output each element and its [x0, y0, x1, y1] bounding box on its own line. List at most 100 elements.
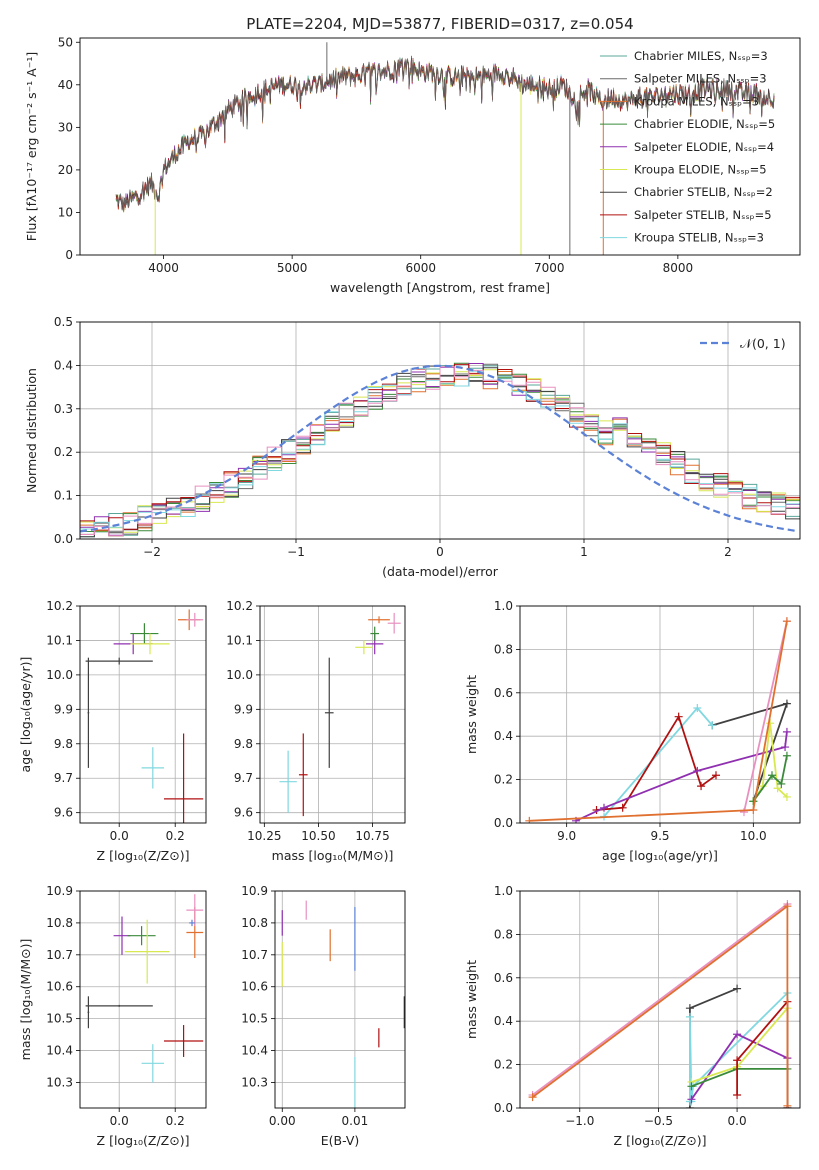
x-tick-label: 10.25 [247, 829, 281, 843]
data-point [370, 626, 380, 641]
x-tick-label: 10.50 [301, 829, 335, 843]
y-tick-label: 0.4 [54, 358, 73, 372]
weight-marker [674, 712, 683, 721]
weight-marker [781, 743, 790, 752]
data-point [298, 733, 308, 817]
weight-marker [768, 771, 776, 780]
x-tick-label: −0.5 [644, 1114, 673, 1128]
y-tick-label: 10.5 [46, 1012, 73, 1026]
y-tick-label: 30 [58, 120, 73, 134]
data-point [368, 616, 390, 624]
y-tick-label: 9.7 [234, 771, 253, 785]
data-point [387, 612, 401, 634]
y-tick-label: 10.4 [46, 1044, 73, 1058]
weight-marker [693, 766, 702, 775]
y-tick-label: 0.3 [54, 402, 73, 416]
x-tick-label: 8000 [663, 261, 694, 275]
data-point [141, 1044, 164, 1083]
legend-entry: Salpeter ELODIE, Nₛₛₚ=4 [634, 140, 774, 154]
weight-marker [733, 984, 742, 993]
data-point [189, 919, 195, 927]
axes-frame [79, 37, 801, 256]
weight-marker [777, 779, 786, 788]
data-point [127, 926, 156, 946]
y-tick-label: 0.1 [54, 489, 73, 503]
y-tick-label: 0.4 [494, 1014, 513, 1028]
x-tick-label: 4000 [148, 261, 179, 275]
x-tick-label: 0 [436, 545, 444, 559]
data-point [130, 623, 159, 644]
y-tick-label: 0.2 [494, 1058, 513, 1072]
data-point [85, 657, 153, 665]
weight-marker [783, 902, 792, 911]
weight-marker [749, 797, 758, 806]
y-axis-label: age [log₁₀(age/yr)] [18, 657, 33, 773]
data-point [324, 657, 334, 768]
y-tick-label: 10 [58, 205, 73, 219]
y-axis-label: Normed distribution [24, 368, 39, 493]
figure-title: PLATE=2204, MJD=53877, FIBERID=0317, z=0… [246, 15, 633, 33]
x-tick-label: 9.0 [557, 829, 576, 843]
weight-marker [773, 784, 782, 793]
data-point [355, 640, 373, 655]
y-tick-label: 9.9 [54, 702, 73, 716]
weight-marker [782, 792, 791, 801]
y-tick-label: 1.0 [494, 884, 513, 898]
x-tick-label: 2 [724, 545, 732, 559]
data-point [141, 747, 164, 789]
y-tick-label: 9.8 [54, 737, 73, 751]
panel-age_vs_mass: 10.25 10.50 10.75 9.6 9.7 9.8 9.9 10.0 10.1 10.2 m… [226, 599, 406, 863]
weight-marker [685, 1004, 694, 1013]
y-tick-label: 10.7 [46, 948, 73, 962]
y-tick-label: 20 [58, 163, 73, 177]
y-tick-label: 10.2 [226, 599, 253, 613]
y-tick-label: 9.6 [234, 806, 253, 820]
weight-line [532, 903, 788, 1096]
histogram-series [80, 366, 800, 539]
x-axis-label: E(B-V) [321, 1133, 360, 1148]
y-tick-label: 40 [58, 78, 73, 92]
x-tick-label: 0.2 [166, 829, 185, 843]
axes-frame [519, 890, 801, 1109]
legend-entry: Salpeter MILES, Nₛₛₚ=3 [634, 72, 767, 86]
panel-mass_weight_vs_Z: −1.0 −0.5 0.0 0.0 0.2 0.4 0.6 0.8 1.0 Z [log₁₀(Z/… [464, 884, 801, 1148]
x-tick-label: 6000 [405, 261, 436, 275]
panel-residuals: −2 −1 0 1 2 0.0 0.1 0.2 0.3 0.4 0.5 (data-model)/er… [24, 315, 801, 579]
y-tick-label: 10.7 [241, 948, 268, 962]
legend-entry: 𝒩(0, 1) [740, 336, 786, 351]
legend-entry: Chabrier MILES, Nₛₛₚ=3 [634, 49, 768, 63]
data-point [85, 1004, 153, 1007]
axes-frame [274, 890, 406, 1109]
data-point [164, 1025, 204, 1057]
y-tick-label: 10.1 [226, 633, 253, 647]
y-tick-label: 10.5 [241, 1012, 268, 1026]
legend-entry: Kroupa MILES, Nₛₛₚ=3 [634, 94, 759, 108]
y-tick-label: 10.8 [241, 916, 268, 930]
x-axis-label: Z [log₁₀(Z/Z⊙)] [614, 1133, 707, 1148]
y-tick-label: 10.6 [241, 980, 268, 994]
legend-entry: Salpeter STELIB, Nₛₛₚ=5 [634, 208, 772, 222]
x-axis-label: mass [log₁₀(M/M⊙)] [272, 848, 394, 863]
weight-line [752, 755, 788, 802]
x-tick-label: 10.0 [740, 829, 767, 843]
y-tick-label: 10.3 [241, 1075, 268, 1089]
x-tick-label: 0.0 [110, 1114, 129, 1128]
x-tick-label: 7000 [534, 261, 565, 275]
y-tick-label: 10.8 [46, 916, 73, 930]
y-tick-label: 0.0 [494, 1101, 513, 1115]
y-axis-label: mass [log₁₀(M/M⊙)] [18, 939, 33, 1061]
x-axis-label: age [log₁₀(age/yr)] [602, 848, 718, 863]
y-tick-label: 10.9 [241, 884, 268, 898]
weight-marker [740, 808, 748, 817]
x-tick-label: 5000 [277, 261, 308, 275]
plot-area [85, 894, 204, 1083]
y-tick-label: 0.2 [494, 773, 513, 787]
y-tick-label: 10.9 [46, 884, 73, 898]
y-tick-label: 10.4 [241, 1044, 268, 1058]
weight-marker [618, 803, 627, 812]
legend: 𝒩(0, 1) [700, 336, 786, 351]
weight-marker [600, 803, 608, 812]
weight-marker [697, 782, 706, 791]
y-tick-label: 9.8 [234, 737, 253, 751]
